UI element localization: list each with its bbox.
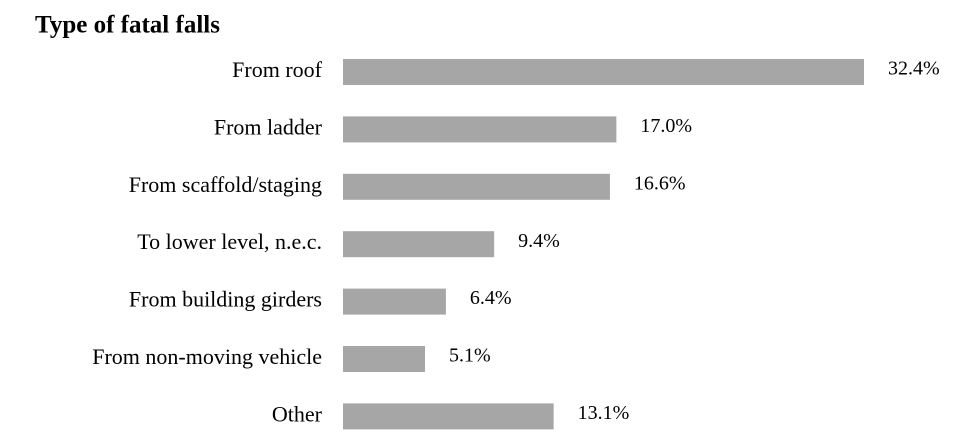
bar — [343, 403, 554, 430]
value-label: 17.0% — [640, 115, 692, 137]
chart-title: Type of fatal falls — [35, 12, 220, 39]
value-label: 32.4% — [888, 58, 940, 80]
category-label: From scaffold/staging — [129, 172, 322, 197]
category-label: Other — [272, 401, 323, 426]
value-label: 16.6% — [634, 172, 686, 194]
value-label: 9.4% — [518, 230, 560, 252]
value-label: 6.4% — [470, 287, 512, 309]
category-label: From roof — [232, 57, 323, 82]
bar — [343, 346, 426, 372]
bar — [343, 173, 610, 200]
category-label: From non-moving vehicle — [92, 344, 322, 369]
category-label: From ladder — [214, 114, 323, 139]
bar — [343, 59, 864, 85]
bar — [343, 288, 446, 315]
bar — [343, 231, 495, 258]
bar — [343, 116, 617, 143]
value-label: 5.1% — [449, 345, 491, 367]
category-label: From building girders — [129, 287, 322, 312]
category-label: To lower level, n.e.c. — [137, 229, 322, 254]
value-label: 13.1% — [578, 402, 630, 424]
